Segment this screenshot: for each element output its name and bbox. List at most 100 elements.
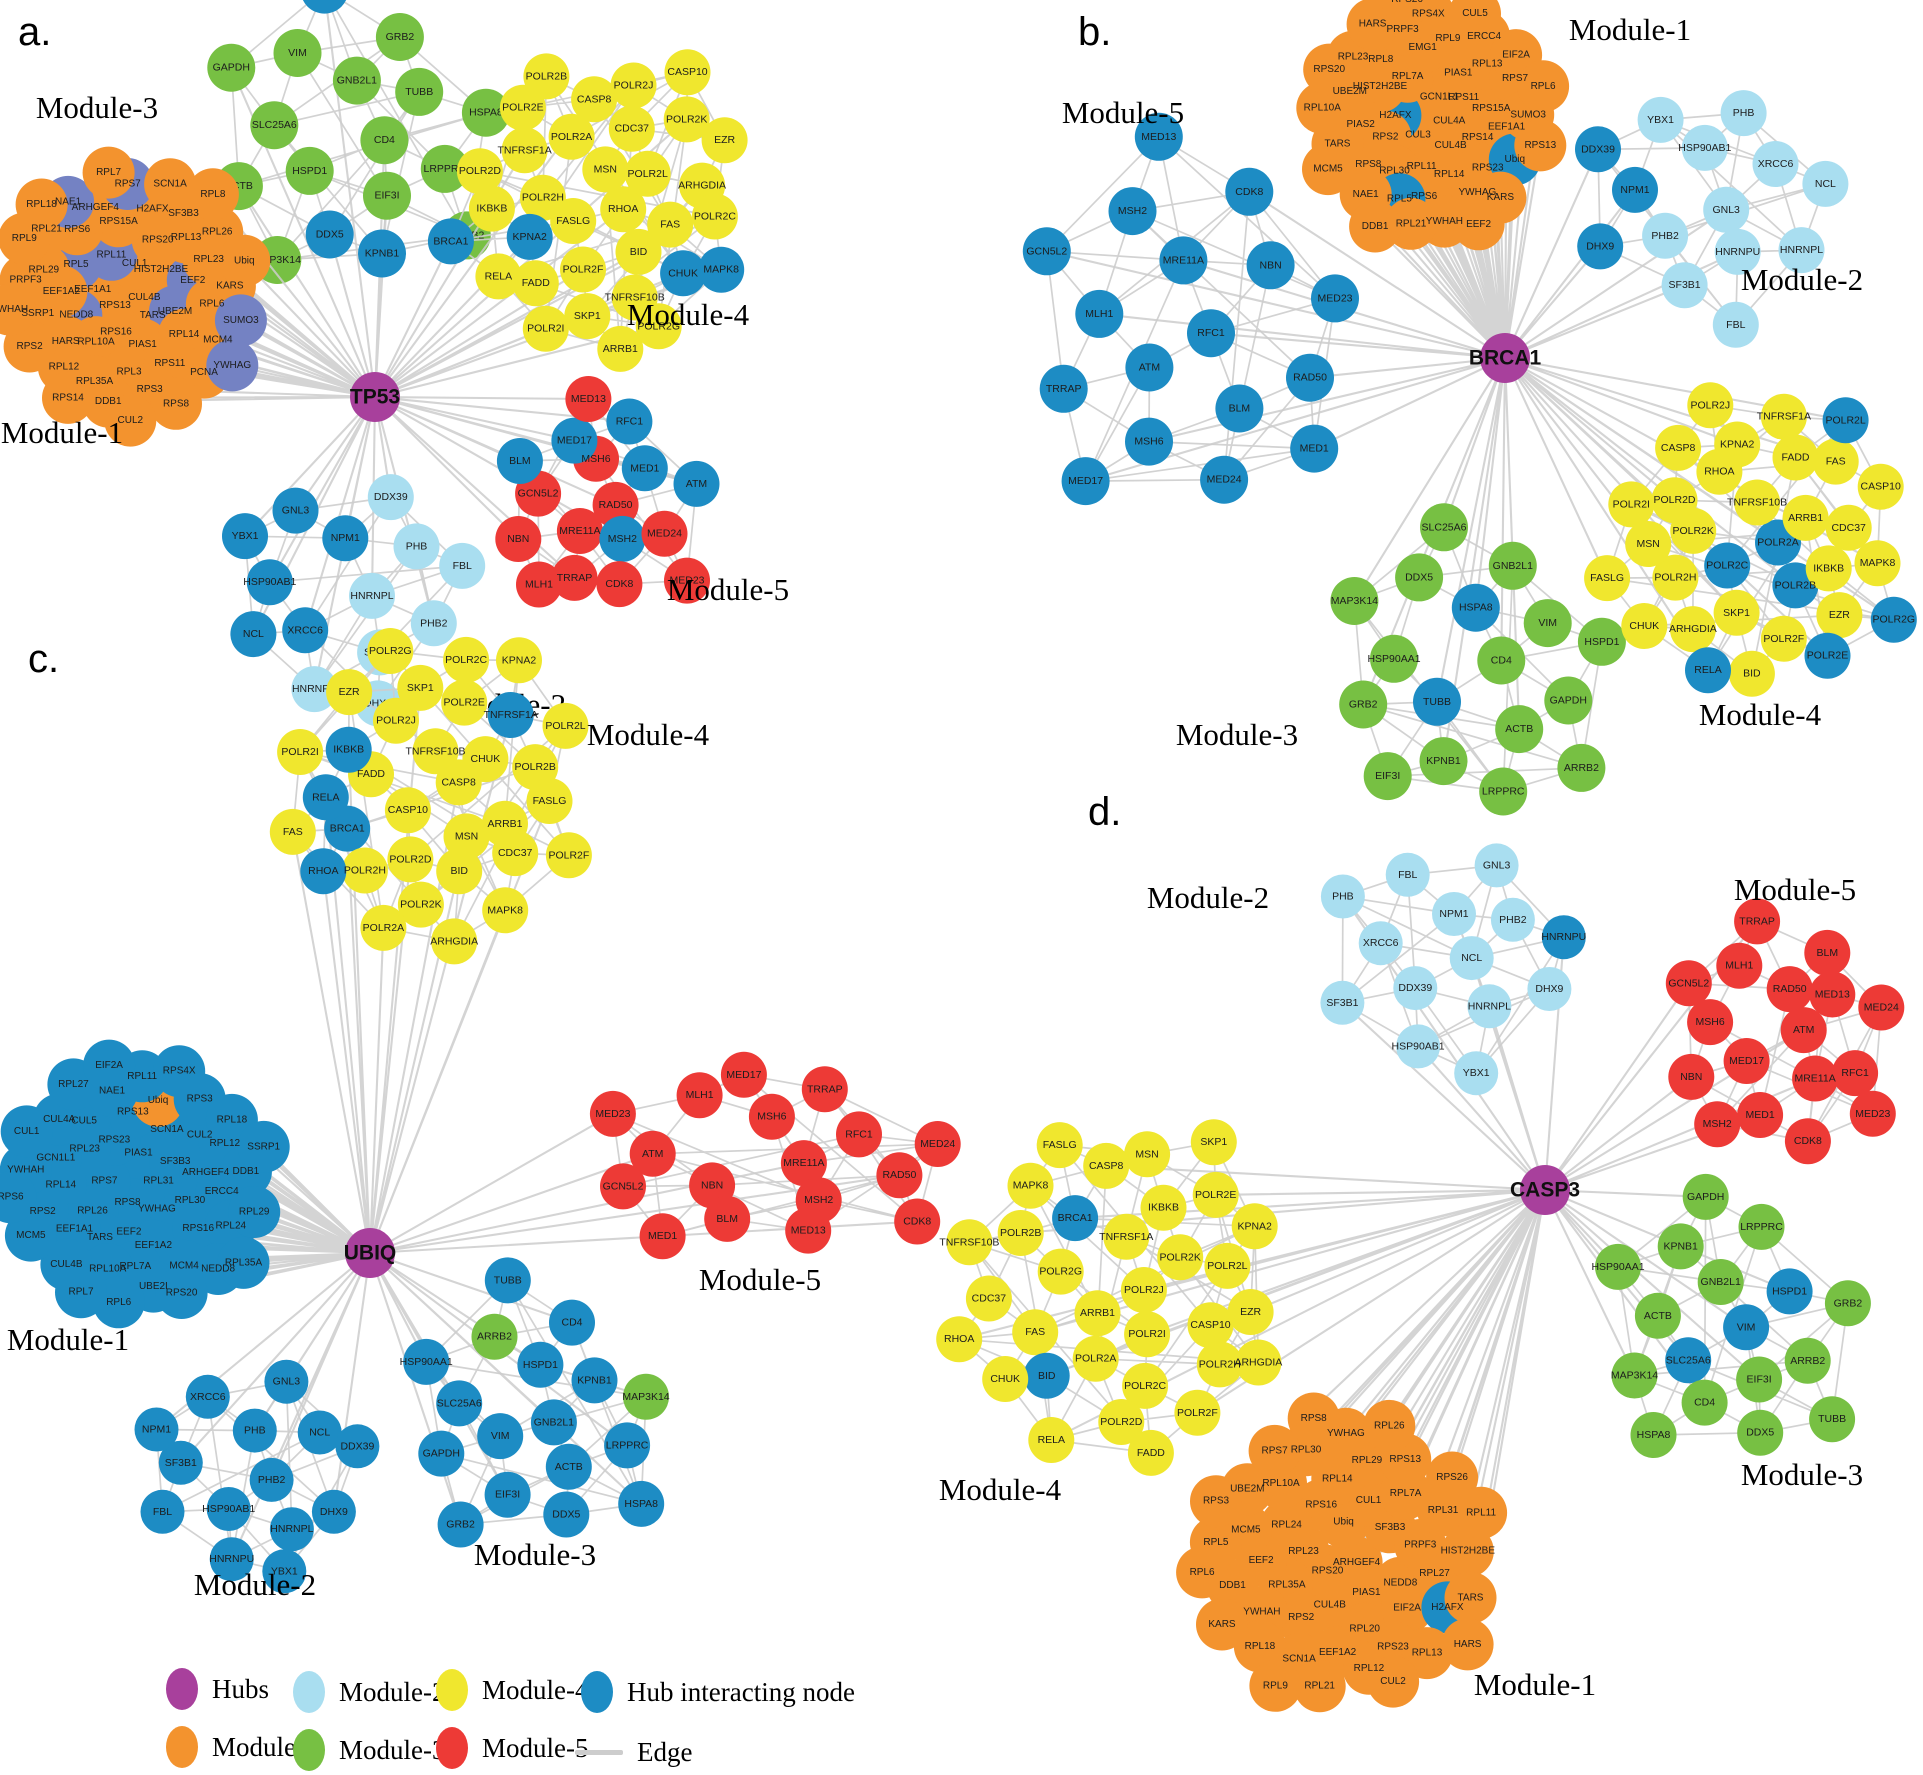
node-HSPD1 xyxy=(285,146,334,195)
node-label-FASLG: FASLG xyxy=(1590,572,1624,584)
node-label-MCM5: MCM5 xyxy=(1313,164,1343,175)
node-label-MAP3K14: MAP3K14 xyxy=(1611,1370,1658,1382)
node-GAPDH xyxy=(207,43,256,92)
node-label-RPL14: RPL14 xyxy=(169,329,200,340)
node-label-GRB2: GRB2 xyxy=(386,31,415,43)
node-PHB2 xyxy=(410,600,457,647)
node-label-RPS6: RPS6 xyxy=(64,224,91,235)
node-HNRNPL xyxy=(1467,984,1512,1029)
node-label-EZR: EZR xyxy=(714,134,735,146)
node-label-ARHGEF4: ARHGEF4 xyxy=(182,1167,230,1178)
node-GCN5L2 xyxy=(1665,960,1712,1007)
node-label-RPL5: RPL5 xyxy=(1203,1537,1228,1548)
node-label-HSPA8: HSPA8 xyxy=(624,1498,658,1510)
node-label-FAS: FAS xyxy=(1826,456,1846,468)
node-TUBB xyxy=(484,1257,531,1304)
node-label-CDC37: CDC37 xyxy=(972,1293,1007,1305)
node-label-RPL21: RPL21 xyxy=(1304,1681,1335,1692)
node-SUMO3 xyxy=(214,294,267,347)
node-RFC1 xyxy=(836,1111,882,1158)
node-label-POLR2C: POLR2C xyxy=(694,211,736,223)
node-label-RPS2: RPS2 xyxy=(1288,1612,1315,1623)
node-label-HNRNPL: HNRNPL xyxy=(1468,1000,1511,1012)
node-label-EZR: EZR xyxy=(1829,609,1850,621)
node-CDK8 xyxy=(1784,1118,1831,1165)
node-ATM xyxy=(673,460,720,507)
node-RPS26 xyxy=(1426,1451,1479,1504)
node-RPS6 xyxy=(0,1171,37,1224)
node-label-HSP90AB1: HSP90AB1 xyxy=(202,1503,255,1515)
node-label-SKP1: SKP1 xyxy=(1723,607,1750,619)
node-label-SF3B3: SF3B3 xyxy=(168,208,199,219)
node-label-PHB: PHB xyxy=(1332,891,1354,903)
node-label-MLH1: MLH1 xyxy=(1085,308,1113,320)
node-SLC25A6 xyxy=(1665,1337,1712,1384)
node-label-POLR2H: POLR2H xyxy=(1199,1358,1241,1370)
node-label-DHX9: DHX9 xyxy=(1535,983,1563,995)
node-BRCA1 xyxy=(1052,1195,1099,1242)
hub-spokes-d-module-5 xyxy=(1544,920,1816,1191)
node-YWHAG xyxy=(206,339,259,392)
node-label-RPS16: RPS16 xyxy=(100,326,132,337)
node-FAS xyxy=(1012,1309,1059,1356)
node-HNRNPU xyxy=(1541,915,1586,960)
node-label-RPL6: RPL6 xyxy=(199,299,224,310)
hub-node-TP53 xyxy=(350,372,400,422)
node-label-RPL7A: RPL7A xyxy=(1392,71,1424,82)
node-label-NCL: NCL xyxy=(243,628,264,640)
node-label-RPL29: RPL29 xyxy=(1352,1455,1383,1466)
node-label-RHOA: RHOA xyxy=(944,1333,974,1345)
node-label-SCN1A: SCN1A xyxy=(153,179,187,190)
node-label-YWHAG: YWHAG xyxy=(213,360,251,371)
node-label-MCM4: MCM4 xyxy=(203,334,233,345)
node-RPS3 xyxy=(1190,1475,1242,1528)
node-label-TNFRSF1A: TNFRSF1A xyxy=(1757,411,1811,423)
node-label-CD4: CD4 xyxy=(1694,1397,1715,1409)
node-label-HNRNPU: HNRNPU xyxy=(292,683,337,695)
node-label-SLC25A6: SLC25A6 xyxy=(1666,1354,1711,1366)
node-label-POLR2J: POLR2J xyxy=(1690,399,1730,411)
node-HNRNPU xyxy=(209,1537,254,1582)
node-label-RPL6: RPL6 xyxy=(106,1297,131,1308)
node-label-CDC37: CDC37 xyxy=(1831,522,1866,534)
node-FADD xyxy=(1127,1429,1174,1476)
node-label-MSN: MSN xyxy=(455,830,478,842)
node-label-FBL: FBL xyxy=(1398,869,1417,881)
node-label-SF3B3: SF3B3 xyxy=(160,1156,191,1167)
module-label-c-module-1: Module-1 xyxy=(7,1322,129,1357)
node-label-YWHAH: YWHAH xyxy=(0,304,28,315)
node-label-RPS7: RPS7 xyxy=(1262,1445,1289,1456)
node-HSP90AA1 xyxy=(1370,634,1418,683)
node-label-CDK8: CDK8 xyxy=(605,578,633,590)
node-label-RELA: RELA xyxy=(485,270,512,282)
module-label-a-module-5: Module-5 xyxy=(667,572,789,607)
node-FAS xyxy=(269,808,316,855)
node-KARS xyxy=(1196,1598,1248,1651)
node-MLH1 xyxy=(1716,942,1763,989)
node-label-MED1: MED1 xyxy=(648,1230,677,1242)
node-label-RELA: RELA xyxy=(312,791,339,803)
node-label-POLR2D: POLR2D xyxy=(459,165,501,177)
node-label-ACTB: ACTB xyxy=(1505,723,1533,735)
node-GCN5L2 xyxy=(1022,227,1071,276)
node-label-GCN5L2: GCN5L2 xyxy=(518,488,559,500)
node-label-RPL26: RPL26 xyxy=(202,227,233,238)
node-SLC25A6 xyxy=(250,101,299,150)
panel-c: c.CASP8CASP10TNFRSF10BMSNFADDCHUKPOLR2DP… xyxy=(0,628,961,1602)
node-YBX1 xyxy=(1637,96,1684,143)
node-label-MLH1: MLH1 xyxy=(686,1089,714,1101)
node-label-ATM: ATM xyxy=(1793,1024,1814,1036)
node-label-MED13: MED13 xyxy=(1141,131,1176,143)
node-label-DDB1: DDB1 xyxy=(233,1166,260,1177)
node-label-RPL14: RPL14 xyxy=(1322,1473,1353,1484)
node-label-IKBKB: IKBKB xyxy=(1148,1202,1179,1214)
node-label-MAP3K14: MAP3K14 xyxy=(1331,595,1378,607)
node-CUL2 xyxy=(1367,1655,1420,1708)
node-label-CUL5: CUL5 xyxy=(71,1116,97,1127)
node-label-RPS7: RPS7 xyxy=(91,1176,118,1187)
node-label-KPNB1: KPNB1 xyxy=(1663,1240,1698,1252)
node-label-ARHGDIA: ARHGDIA xyxy=(678,180,726,192)
node-POLR2F xyxy=(545,832,592,879)
node-label-POLR2J: POLR2J xyxy=(614,80,654,92)
